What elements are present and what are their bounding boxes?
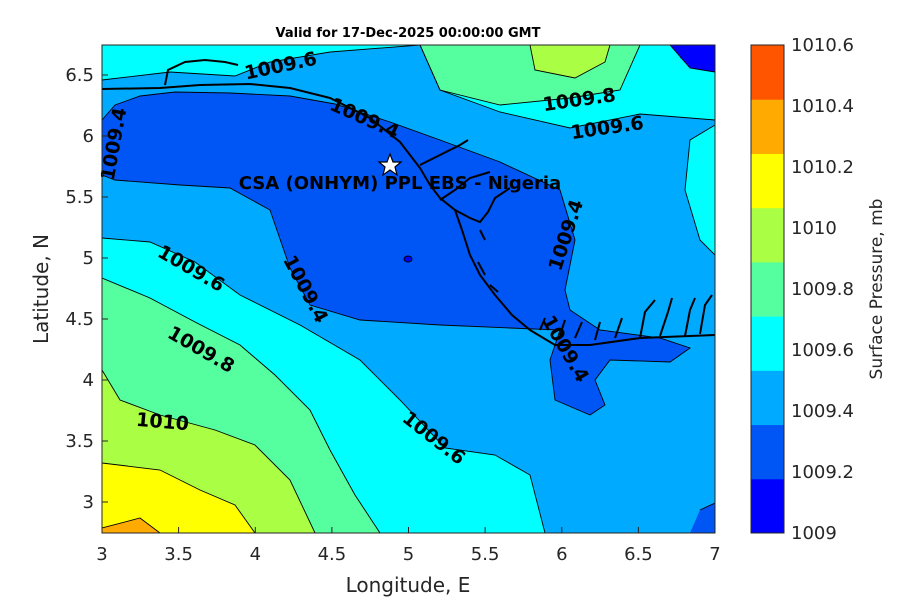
fill-1009-2-central — [102, 92, 690, 415]
colorbar-cell — [751, 207, 784, 263]
colorbar-cell — [751, 316, 784, 371]
fill-1010-4 — [102, 518, 160, 533]
x-tick-label: 4.5 — [318, 544, 347, 565]
y-tick-label: 3.5 — [65, 431, 94, 452]
colorbar: 1009 1009.2 1009.4 1009.6 1009.8 1010 10… — [750, 35, 887, 544]
colorbar-tick-label: 1010.6 — [791, 35, 854, 56]
contour-lines — [102, 45, 715, 533]
colorbar-tick-label: 1009.4 — [791, 401, 854, 422]
colorbar-tick-label: 1009.6 — [791, 340, 854, 361]
colorbar-tick-label: 1009.8 — [791, 279, 854, 300]
site-label: CSA (ONHYM) PPL EBS - Nigeria — [239, 173, 561, 194]
y-axis — [102, 74, 108, 503]
x-axis — [101, 527, 716, 533]
fill-1009-0-northeast — [670, 45, 715, 72]
y-tick-label: 4 — [83, 370, 94, 391]
y-tick-label: 6 — [83, 126, 94, 147]
x-tick-label: 3 — [96, 544, 107, 565]
colorbar-tick-labels: 1009 1009.2 1009.4 1009.6 1009.8 1010 10… — [791, 35, 854, 544]
colorbar-tick-label: 1010.4 — [791, 96, 854, 117]
colorbar-cell — [751, 478, 784, 534]
colorbar-tick-label: 1010.2 — [791, 157, 854, 178]
colorbar-tick-label: 1010 — [791, 218, 837, 239]
colorbar-cell — [751, 424, 784, 480]
site-star-marker — [377, 152, 403, 177]
x-tick-label: 7 — [709, 544, 720, 565]
colorbar-cell — [751, 261, 784, 317]
colorbar-tick-label: 1009.2 — [791, 462, 854, 483]
colorbar-cell — [751, 45, 784, 100]
fill-1009-0-center — [403, 255, 413, 263]
colorbar-frame — [750, 44, 785, 534]
y-tick-label: 6.5 — [65, 65, 94, 86]
colorbar-cell — [751, 99, 784, 154]
y-tick-label: 5 — [83, 248, 94, 269]
y-axis-label: Latitude, N — [29, 234, 53, 344]
x-axis-label: Longitude, E — [346, 573, 471, 597]
fill-1009-6-northwest — [102, 45, 420, 80]
x-tick-label: 3.5 — [164, 544, 193, 565]
colorbar-label: Surface Pressure, mb — [867, 199, 887, 380]
map-plot-area — [102, 45, 715, 533]
x-tick-labels: 3 3.5 4 4.5 5 5.5 6 6.5 7 — [96, 544, 720, 565]
colorbar-cells — [751, 45, 784, 534]
x-tick-label: 5.5 — [471, 544, 500, 565]
x-tick-label: 5 — [403, 544, 414, 565]
colorbar-cell — [751, 370, 784, 426]
x-tick-label: 4 — [250, 544, 261, 565]
chart-title: Valid for 17-Dec-2025 00:00:00 GMT — [276, 26, 541, 41]
y-tick-label: 3 — [83, 492, 94, 513]
y-tick-labels: 3 3.5 4 4.5 5 5.5 6 6.5 — [65, 65, 94, 513]
fill-1009-6-east — [685, 125, 715, 255]
y-tick-label: 5.5 — [65, 187, 94, 208]
x-tick-label: 6 — [556, 544, 567, 565]
x-tick-label: 6.5 — [624, 544, 653, 565]
contour-label: 1010 — [135, 409, 190, 436]
colorbar-tick-label: 1009 — [791, 523, 837, 544]
fill-1010-2 — [102, 463, 255, 533]
y-tick-label: 4.5 — [65, 309, 94, 330]
colorbar-cell — [751, 153, 784, 209]
coastline — [102, 58, 715, 346]
